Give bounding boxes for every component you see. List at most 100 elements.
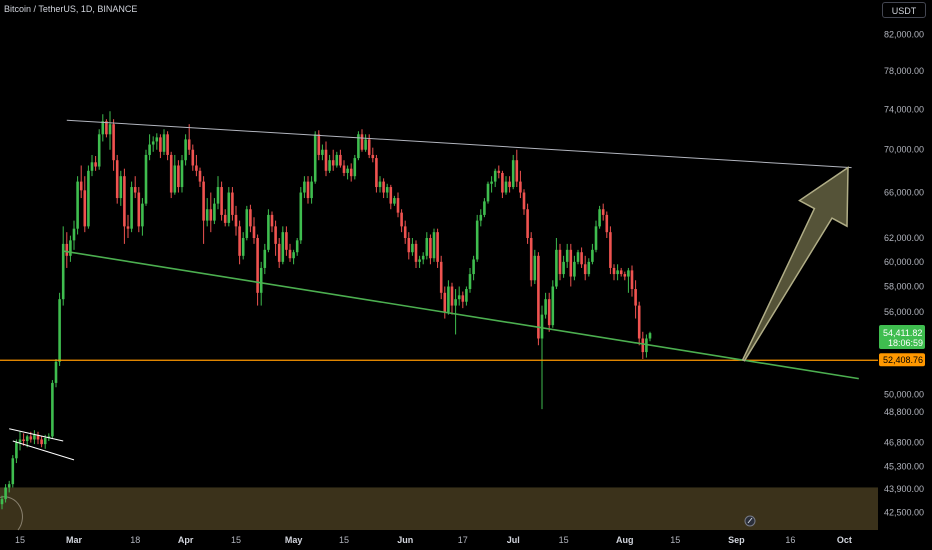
candle-body [270,214,274,227]
candle-body [61,243,65,300]
candle-body [43,437,47,445]
candle-body [436,232,439,262]
x-axis-tick-label: 15 [15,535,25,545]
replay-icon[interactable] [744,515,756,527]
y-axis-tick-label: 58,000.00 [884,282,924,292]
candle-body [576,252,580,262]
x-axis-tick-label: 15 [339,535,349,545]
candle-body [119,176,123,199]
candle-body [605,214,609,233]
candle-body [598,209,601,227]
candle-body [202,181,205,221]
candle-body [223,214,227,223]
candle-body [367,139,371,155]
candle-body [497,170,501,173]
replay-icon-mark[interactable] [747,517,753,524]
y-axis-tick-label: 62,000.00 [884,233,924,243]
candle-body [627,270,630,277]
candle-body [353,158,357,177]
y-axis-tick-label: 45,300.00 [884,461,924,471]
candle-body [40,439,43,445]
candle-body [87,170,90,227]
candle-body [238,226,241,256]
support-trendline [63,250,859,380]
candle-body [299,192,303,241]
last-price-value: 54,411.82 [883,328,922,338]
currency-selector[interactable]: USDT [882,2,926,18]
candle-body [317,134,321,155]
candle-body [565,249,569,262]
candle-body [231,192,234,215]
candle-body [429,238,432,259]
candle-body [241,238,245,256]
candle-body [403,226,407,239]
y-axis-tick-label: 48,800.00 [884,407,924,417]
candle-body [648,333,652,339]
candle-body [461,295,465,302]
candle-body [623,274,627,277]
candle-body [364,139,367,150]
y-axis-tick-label: 78,000.00 [884,66,924,76]
y-axis-tick-label: 70,000.00 [884,145,924,155]
candle-body [357,134,360,159]
x-axis-tick-label: 18 [130,535,140,545]
candle-body [151,141,155,145]
candle-body [493,170,497,182]
candle-body [612,267,616,275]
candle-body [155,137,159,142]
candle-body [79,181,83,191]
demand-zone [0,487,878,530]
candle-body [619,270,623,275]
candle-body [25,436,29,442]
candle-body [7,484,11,488]
candles-layer [0,111,652,510]
candle-body [126,226,130,229]
candle-body [382,181,385,193]
candle-body [450,286,454,306]
candle-body [209,209,213,221]
candle-body [173,165,177,193]
candle-body [94,162,97,167]
candle-body [259,267,263,293]
candle-body [252,226,256,239]
candle-body [346,168,349,173]
y-axis-tick-label: 46,800.00 [884,438,924,448]
candle-body [475,220,479,260]
candle-body [339,154,342,166]
candle-body [569,249,573,277]
candle-body [321,149,324,155]
candle-body [594,226,598,250]
candle-body [342,165,346,173]
candle-body [187,139,191,150]
candle-body [180,160,184,188]
x-axis-tick-label: Aug [616,535,634,545]
x-axis-tick-label: 15 [231,535,241,545]
candle-body [18,439,22,443]
demand-zone-layer [0,487,878,531]
candle-body [421,255,425,260]
flag-lower-line [12,440,75,461]
candle-body [609,232,612,268]
candle-body [245,209,249,239]
candle-body [551,286,555,326]
candle-body [540,314,544,339]
candle-body [15,442,18,459]
candle-body [22,439,25,442]
candle-body [504,181,508,193]
candle-body [249,209,252,227]
candle-body [256,238,259,293]
candle-body [234,214,238,227]
candle-body [97,134,101,167]
x-axis-tick-label: 16 [785,535,795,545]
candle-body [33,434,36,440]
candle-body [349,168,353,177]
candle-body [501,172,504,193]
candle-body [29,436,33,440]
candle-body [288,249,292,259]
candle-body [184,139,187,161]
candle-body [457,295,461,300]
candle-body [198,170,202,182]
candle-body [141,203,144,227]
